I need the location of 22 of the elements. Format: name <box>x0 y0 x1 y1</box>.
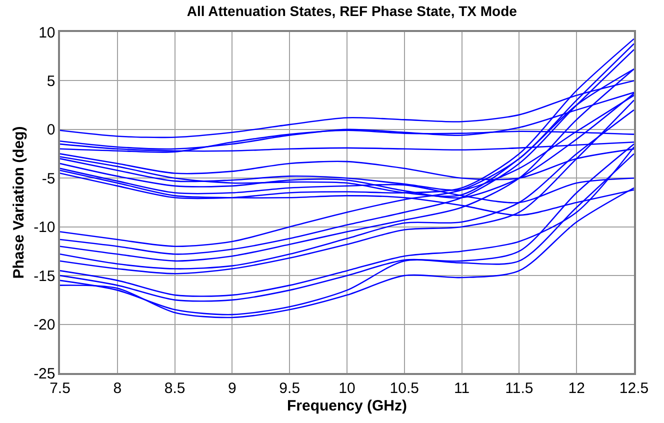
y-tick-label: -25 <box>34 365 56 382</box>
y-axis-title: Phase Variation (deg) <box>10 126 28 279</box>
chart-title: All Attenuation States, REF Phase State, TX Mode <box>186 3 518 20</box>
y-tick-label: -5 <box>42 170 56 188</box>
y-tick-label: 5 <box>46 72 56 90</box>
x-tick-label: 8.5 <box>164 380 186 397</box>
x-tick-label: 9.5 <box>279 380 300 397</box>
x-tick-label: 8 <box>113 380 122 397</box>
x-tick-label: 11.5 <box>505 380 534 397</box>
x-tick-label: 10 <box>338 380 356 397</box>
x-tick-label: 12.5 <box>619 380 649 397</box>
x-tick-label: 7.5 <box>50 380 70 397</box>
x-tick-label: 11 <box>454 380 470 397</box>
x-tick-label: 10.5 <box>390 380 419 397</box>
x-tick-label: 9 <box>228 380 236 397</box>
y-tick-label: -15 <box>34 268 56 285</box>
y-tick-label: 10 <box>38 24 56 42</box>
x-axis-title: Frequency (GHz) <box>286 397 408 414</box>
y-tick-label: -10 <box>34 219 56 236</box>
y-tick-label: -20 <box>34 316 56 334</box>
y-tick-label: 0 <box>46 122 56 139</box>
x-tick-label: 12 <box>568 380 585 397</box>
